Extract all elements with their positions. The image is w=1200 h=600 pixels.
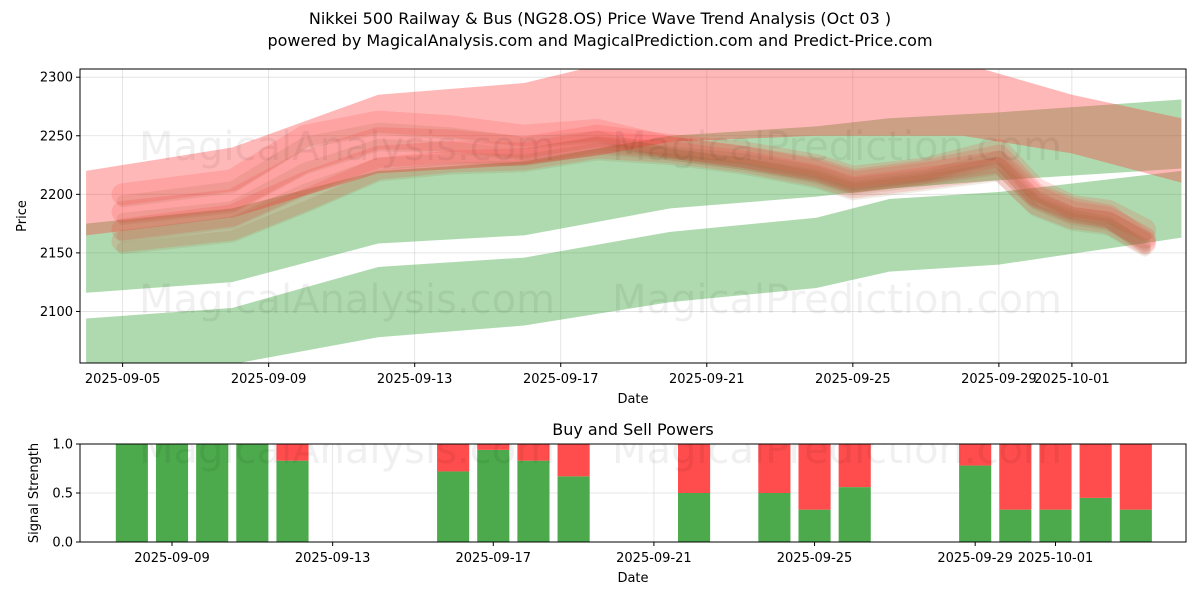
x-tick-label: 2025-09-29 xyxy=(937,551,1013,566)
buy-bar xyxy=(557,476,590,542)
x-axis-label: Date xyxy=(617,392,648,407)
sell-bar xyxy=(758,444,791,493)
y-axis-label: Price xyxy=(15,200,30,232)
bar-area: MagicalAnalysis.com MagicalPrediction.com xyxy=(115,427,1152,542)
buy-bar xyxy=(678,493,711,542)
buy-bar xyxy=(798,509,831,542)
sell-bar xyxy=(557,444,590,477)
sell-bar xyxy=(477,444,510,450)
sell-bar xyxy=(517,444,550,461)
y-tick-label: 0.5 xyxy=(52,487,73,502)
buy-bar xyxy=(276,460,309,542)
sell-bar xyxy=(1039,444,1072,510)
green-trend-band xyxy=(86,99,1182,293)
x-tick-label: 2025-10-01 xyxy=(1018,551,1094,566)
wave-line-brown xyxy=(116,148,1151,257)
y-axis-label: Signal Strength xyxy=(27,443,42,543)
x-tick-label: 2025-09-25 xyxy=(777,551,853,566)
x-tick-label: 2025-09-13 xyxy=(295,551,371,566)
sell-bar xyxy=(999,444,1032,510)
buy-bar xyxy=(477,449,510,542)
x-tick-label: 2025-09-21 xyxy=(669,372,745,387)
chart-title: Nikkei 500 Railway & Bus (NG28.OS) Price… xyxy=(308,9,892,28)
watermark: MagicalPrediction.com xyxy=(612,277,1062,323)
x-tick-label: 2025-09-05 xyxy=(85,372,161,387)
buy-bar xyxy=(437,471,470,542)
x-tick-label: 2025-09-29 xyxy=(961,372,1037,387)
watermark: MagicalPrediction.com xyxy=(612,427,1062,473)
sell-bar xyxy=(798,444,831,510)
sell-bar xyxy=(959,444,992,466)
buy-bar xyxy=(1039,509,1072,542)
sell-bar xyxy=(276,444,309,461)
x-tick-label: 2025-09-21 xyxy=(616,551,692,566)
wave-line-brown xyxy=(116,122,1151,255)
watermark: MagicalAnalysis.com xyxy=(139,427,555,473)
wave-line-red xyxy=(111,124,1156,241)
buy-bar xyxy=(236,444,269,542)
watermark: MagicalPrediction.com xyxy=(612,124,1062,170)
x-tick-label: 2025-09-17 xyxy=(523,372,599,387)
sell-bar xyxy=(1079,444,1112,498)
buy-bar xyxy=(155,444,189,542)
sell-bar xyxy=(678,444,711,493)
x-tick-label: 2025-09-13 xyxy=(377,372,453,387)
sell-bar xyxy=(437,444,470,472)
wave-line-brown xyxy=(116,136,1151,243)
watermark: MagicalAnalysis.com xyxy=(139,124,555,170)
y-tick-label: 1.0 xyxy=(52,438,73,453)
buy-bar xyxy=(196,444,229,542)
x-tick-label: 2025-10-01 xyxy=(1034,372,1110,387)
chart-subtitle: powered by MagicalAnalysis.com and Magic… xyxy=(267,31,933,50)
y-tick-label: 2250 xyxy=(40,129,73,144)
x-tick-label: 2025-09-17 xyxy=(456,551,532,566)
y-tick-label: 2150 xyxy=(40,246,73,261)
wave-line-red xyxy=(111,110,1156,253)
x-tick-label: 2025-09-09 xyxy=(231,372,307,387)
wave-line-brown xyxy=(116,142,1151,251)
green-trend-band xyxy=(86,170,1182,363)
y-tick-label: 2200 xyxy=(40,188,73,203)
watermark: MagicalAnalysis.com xyxy=(139,277,555,323)
plot-frame xyxy=(79,68,1187,364)
buy-bar xyxy=(115,444,148,542)
buy-bar xyxy=(959,465,992,542)
buy-bar xyxy=(1119,509,1152,542)
wave-line-red xyxy=(111,136,1156,255)
sell-bar xyxy=(1119,444,1152,510)
buy-bar xyxy=(1079,497,1112,542)
bar-chart-title: Buy and Sell Powers xyxy=(552,420,714,439)
x-tick-label: 2025-09-25 xyxy=(815,372,891,387)
plot-area: MagicalAnalysis.com MagicalPrediction.com… xyxy=(86,69,1182,363)
wave-line-red xyxy=(111,130,1156,249)
y-tick-label: 0.0 xyxy=(52,536,73,551)
y-tick-label: 2100 xyxy=(40,305,73,320)
sell-bar xyxy=(838,444,871,488)
buy-bar xyxy=(758,493,791,542)
red-trend-band xyxy=(86,69,1182,236)
y-tick-label: 2300 xyxy=(40,71,73,86)
buy-bar xyxy=(838,487,871,542)
buy-bar xyxy=(517,460,550,542)
buy-bar xyxy=(999,509,1032,542)
x-axis-label: Date xyxy=(617,571,648,586)
x-tick-label: 2025-09-09 xyxy=(134,551,210,566)
